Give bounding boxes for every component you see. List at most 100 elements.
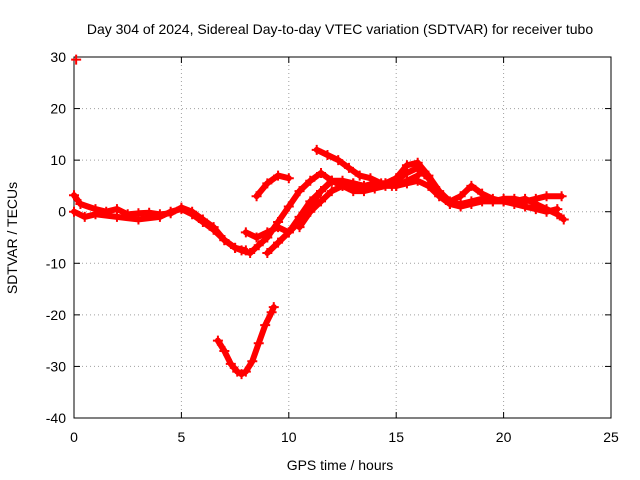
data-point bbox=[230, 242, 241, 253]
data-point bbox=[79, 211, 90, 222]
data-point bbox=[354, 170, 365, 181]
data-point bbox=[283, 201, 294, 212]
data-point bbox=[401, 160, 412, 171]
chart-title: Day 304 of 2024, Sidereal Day-to-day VTE… bbox=[87, 21, 594, 37]
data-point bbox=[337, 180, 348, 191]
data-point bbox=[316, 186, 327, 197]
x-tick-label: 5 bbox=[178, 429, 186, 445]
y-tick-label: -10 bbox=[46, 255, 66, 271]
data-point bbox=[541, 206, 552, 217]
data-point bbox=[240, 366, 251, 377]
series-track-8 bbox=[212, 302, 279, 380]
y-axis-label: SDTVAR / TECUs bbox=[4, 182, 20, 294]
data-point bbox=[316, 168, 327, 179]
data-point bbox=[240, 227, 251, 238]
data-point bbox=[391, 173, 402, 184]
data-point bbox=[477, 188, 488, 199]
data-point bbox=[260, 320, 271, 331]
x-tick-label: 20 bbox=[496, 429, 512, 445]
data-point bbox=[212, 335, 223, 346]
data-point bbox=[273, 170, 284, 181]
plot-frame bbox=[73, 56, 612, 419]
data-point bbox=[208, 224, 219, 235]
axis-ticks bbox=[73, 56, 612, 419]
grid-lines bbox=[74, 57, 611, 418]
data-point bbox=[343, 162, 354, 173]
data-point bbox=[391, 180, 402, 191]
data-point bbox=[530, 204, 541, 215]
data-point bbox=[273, 222, 284, 233]
series-line bbox=[253, 172, 292, 200]
data-point bbox=[412, 157, 423, 168]
data-point bbox=[358, 186, 369, 197]
y-tick-label: 20 bbox=[50, 101, 66, 117]
data-point bbox=[253, 240, 264, 251]
data-point bbox=[556, 191, 567, 202]
data-point bbox=[71, 54, 82, 65]
data-point bbox=[240, 245, 251, 256]
data-point bbox=[268, 302, 279, 313]
data-point bbox=[498, 193, 509, 204]
data-point bbox=[434, 191, 445, 202]
data-point bbox=[520, 196, 531, 207]
data-point bbox=[90, 209, 101, 220]
x-tick-label: 0 bbox=[70, 429, 78, 445]
x-tick-label: 25 bbox=[603, 429, 619, 445]
data-point bbox=[558, 214, 569, 225]
data-point bbox=[247, 356, 258, 367]
data-point bbox=[283, 173, 294, 184]
data-point bbox=[509, 193, 520, 204]
data-point bbox=[326, 175, 337, 186]
data-point bbox=[219, 235, 230, 246]
data-point bbox=[305, 206, 316, 217]
series-track-2 bbox=[69, 204, 251, 256]
data-point bbox=[294, 211, 305, 222]
y-tick-label: -40 bbox=[46, 410, 66, 426]
data-point bbox=[365, 173, 376, 184]
data-point bbox=[552, 204, 563, 215]
data-point bbox=[316, 196, 327, 207]
data-point bbox=[294, 186, 305, 197]
data-point bbox=[111, 211, 122, 222]
data-point bbox=[348, 178, 359, 189]
data-point bbox=[225, 358, 236, 369]
data-series bbox=[69, 54, 569, 380]
data-point bbox=[133, 214, 144, 225]
data-point bbox=[283, 227, 294, 238]
data-point bbox=[455, 201, 466, 212]
data-point bbox=[176, 204, 187, 215]
data-point bbox=[266, 307, 277, 318]
data-point bbox=[530, 193, 541, 204]
data-point bbox=[369, 183, 380, 194]
series-track-7 bbox=[251, 170, 294, 202]
data-point bbox=[197, 217, 208, 228]
data-point bbox=[69, 190, 79, 201]
data-point bbox=[262, 227, 273, 238]
y-tick-label: 10 bbox=[50, 152, 66, 168]
data-point bbox=[154, 211, 165, 222]
x-tick-label: 10 bbox=[281, 429, 297, 445]
data-point bbox=[69, 206, 79, 217]
data-point bbox=[311, 144, 322, 155]
data-point bbox=[348, 186, 359, 197]
data-point bbox=[455, 191, 466, 202]
data-point bbox=[305, 196, 316, 207]
data-point bbox=[401, 178, 412, 189]
data-point bbox=[251, 232, 262, 243]
data-point bbox=[326, 186, 337, 197]
data-point bbox=[333, 155, 344, 166]
y-tick-label: -20 bbox=[46, 307, 66, 323]
data-point bbox=[487, 196, 498, 207]
y-tick-labels: -40 -30 -20 -10 0 10 20 30 bbox=[46, 49, 66, 426]
data-point bbox=[477, 196, 488, 207]
data-point bbox=[75, 198, 86, 209]
data-point bbox=[111, 204, 122, 215]
data-point bbox=[423, 170, 434, 181]
y-tick-label: -30 bbox=[46, 358, 66, 374]
data-point bbox=[466, 180, 477, 191]
data-point bbox=[262, 178, 273, 189]
data-point bbox=[219, 345, 230, 356]
series-line bbox=[71, 164, 567, 256]
data-point bbox=[294, 222, 305, 233]
